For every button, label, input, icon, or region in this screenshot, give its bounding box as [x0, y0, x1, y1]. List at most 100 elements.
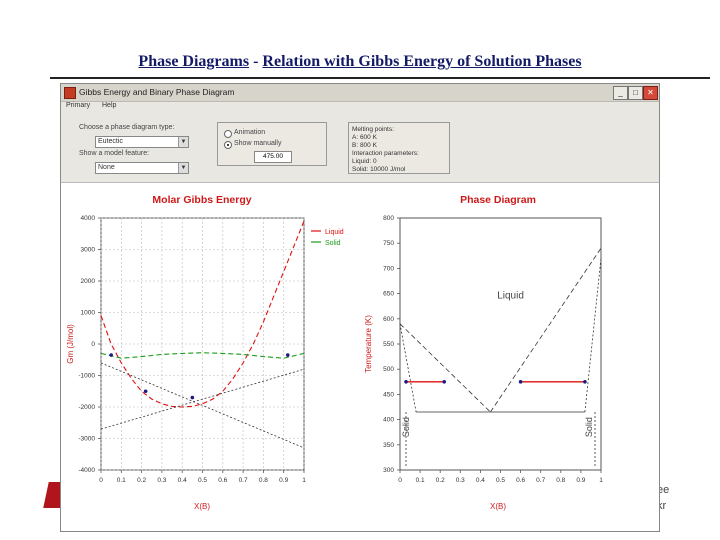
param-line-1: Melting points:: [352, 126, 394, 133]
slide-title: Phase Diagrams - Relation with Gibbs Ene…: [0, 53, 720, 71]
x-tick-label: 0.1: [117, 477, 126, 484]
y-tick-label: -2000: [78, 404, 95, 411]
model-feature-select[interactable]: None ▼: [95, 162, 189, 174]
series-line-0-3: [100, 362, 305, 449]
slide-title-separator: -: [249, 53, 263, 70]
x-tick-label: 0.4: [178, 477, 187, 484]
charts-svg: 0 0.1 0.2 0.3 0.4 0.5 0.6 0.7 0.8 0.9 1 -4000 -3000 -…: [66, 194, 603, 511]
x-tick-label: 0: [99, 477, 103, 484]
x-tick-label: 0: [398, 477, 402, 484]
model-feature-value: None: [98, 164, 115, 171]
y-tick-label: 3000: [81, 247, 96, 254]
x-tick-label: 0.3: [157, 477, 166, 484]
y-axis-label-0: Gm (J/mol): [66, 324, 75, 364]
param-line-2: A: 600 K: [352, 134, 377, 141]
temperature-input[interactable]: 475.00: [254, 151, 292, 163]
app-window: Gibbs Energy and Binary Phase Diagram _ …: [60, 83, 660, 532]
chevron-down-icon[interactable]: ▼: [178, 137, 188, 147]
slide-side-text: ee kr: [657, 482, 669, 514]
y-tick-label: 550: [383, 341, 394, 348]
y-axis-label-1: Temperature (K): [364, 315, 373, 373]
series-line-1-2: [399, 323, 417, 413]
maximize-button[interactable]: □: [628, 86, 643, 100]
y-tick-label: 450: [383, 391, 394, 398]
mode-group: Animation Show manually 475.00: [217, 122, 327, 166]
y-tick-label: 4000: [81, 215, 96, 222]
slide-title-right: Relation with Gibbs Energy of Solution P…: [262, 53, 582, 70]
x-tick-label: 0.5: [198, 477, 207, 484]
x-tick-label: 0.1: [416, 477, 425, 484]
x-tick-label: 0.5: [496, 477, 505, 484]
x-tick-label: 0.7: [536, 477, 545, 484]
x-tick-label: 0.7: [239, 477, 248, 484]
radio-show-manually[interactable]: [224, 141, 232, 149]
data-point-0-2: [190, 395, 195, 400]
y-tick-label: 400: [383, 417, 394, 424]
x-tick-label: 0.9: [279, 477, 288, 484]
y-tick-label: -1000: [78, 373, 95, 380]
series-line-1-1: [490, 247, 602, 413]
x-tick-label: 0.2: [137, 477, 146, 484]
data-point-0-3: [285, 353, 290, 357]
x-tick-label: 0.3: [456, 477, 465, 484]
param-line-5: Liquid: 0: [352, 158, 377, 165]
data-point-1-1: [442, 380, 447, 384]
y-tick-label: 500: [383, 366, 394, 373]
x-tick-label: 0.2: [436, 477, 445, 484]
chevron-down-icon[interactable]: ▼: [178, 163, 188, 173]
x-tick-label: 0.8: [259, 477, 268, 484]
data-point-1-2: [518, 380, 523, 384]
app-icon: [64, 87, 76, 99]
legend-label-0: Liquid: [325, 229, 344, 236]
x-axis-label-1: X(B): [490, 502, 506, 511]
chart-title-0: Molar Gibbs Energy: [152, 194, 251, 206]
x-tick-label: 0.6: [516, 477, 525, 484]
chart-title-1: Phase Diagram: [460, 194, 536, 206]
x-tick-label: 0.4: [476, 477, 485, 484]
side-text-2: kr: [657, 500, 667, 512]
slide-title-left: Phase Diagrams: [138, 53, 250, 70]
parameters-box: Melting points: A: 600 K B: 800 K Intera…: [348, 122, 450, 174]
model-feature-label: Show a model feature:: [79, 150, 150, 157]
param-line-3: B: 800 K: [352, 142, 377, 149]
x-axis-label-0: X(B): [194, 502, 210, 511]
window-title: Gibbs Energy and Binary Phase Diagram: [79, 87, 235, 97]
y-tick-label: 300: [383, 467, 394, 474]
plot-area: 0 0.1 0.2 0.3 0.4 0.5 0.6 0.7 0.8 0.9 1 -4000 -3000 -…: [61, 182, 659, 531]
series-line-1-0: [399, 323, 491, 413]
data-point-0-0: [109, 353, 113, 357]
data-point-1-3: [583, 380, 587, 384]
diagram-type-value: Eutectic: [98, 138, 123, 145]
series-line-1-3: [584, 258, 602, 413]
radio-animation-label: Animation: [234, 129, 266, 136]
y-tick-label: 600: [383, 316, 394, 323]
radio-show-manually-label: Show manually: [234, 140, 282, 147]
menu-bar: Primary Help: [61, 102, 659, 113]
plot-frame-1: [399, 217, 602, 471]
minimize-button[interactable]: _: [613, 86, 628, 100]
x-tick-label: 1: [599, 477, 603, 484]
data-point-1-0: [404, 380, 408, 384]
region-label-solid-right: Solid: [584, 417, 594, 437]
data-point-0-1: [143, 389, 148, 394]
title-rule: [50, 77, 710, 79]
x-tick-label: 0.8: [556, 477, 565, 484]
menu-help[interactable]: Help: [102, 102, 117, 109]
x-tick-label: 1: [302, 477, 306, 484]
diagram-type-select[interactable]: Eutectic ▼: [95, 136, 189, 148]
y-tick-label: -4000: [78, 467, 95, 474]
series-line-0-0: [100, 220, 305, 408]
series-line-0-2: [100, 368, 305, 430]
y-tick-label: 1000: [81, 310, 96, 317]
y-tick-label: -3000: [78, 436, 95, 443]
param-line-4: Interaction parameters:: [352, 150, 419, 157]
x-tick-label: 0.9: [576, 477, 585, 484]
menu-primary[interactable]: Primary: [66, 102, 91, 109]
close-button[interactable]: ✕: [643, 86, 658, 100]
radio-animation[interactable]: [224, 130, 232, 138]
param-line-6: Solid: 10000 J/mol: [352, 166, 406, 173]
y-tick-label: 350: [383, 442, 394, 449]
x-tick-label: 0.6: [218, 477, 227, 484]
region-label-solid-left: Solid: [401, 417, 411, 437]
window-titlebar[interactable]: Gibbs Energy and Binary Phase Diagram _ …: [61, 84, 659, 102]
